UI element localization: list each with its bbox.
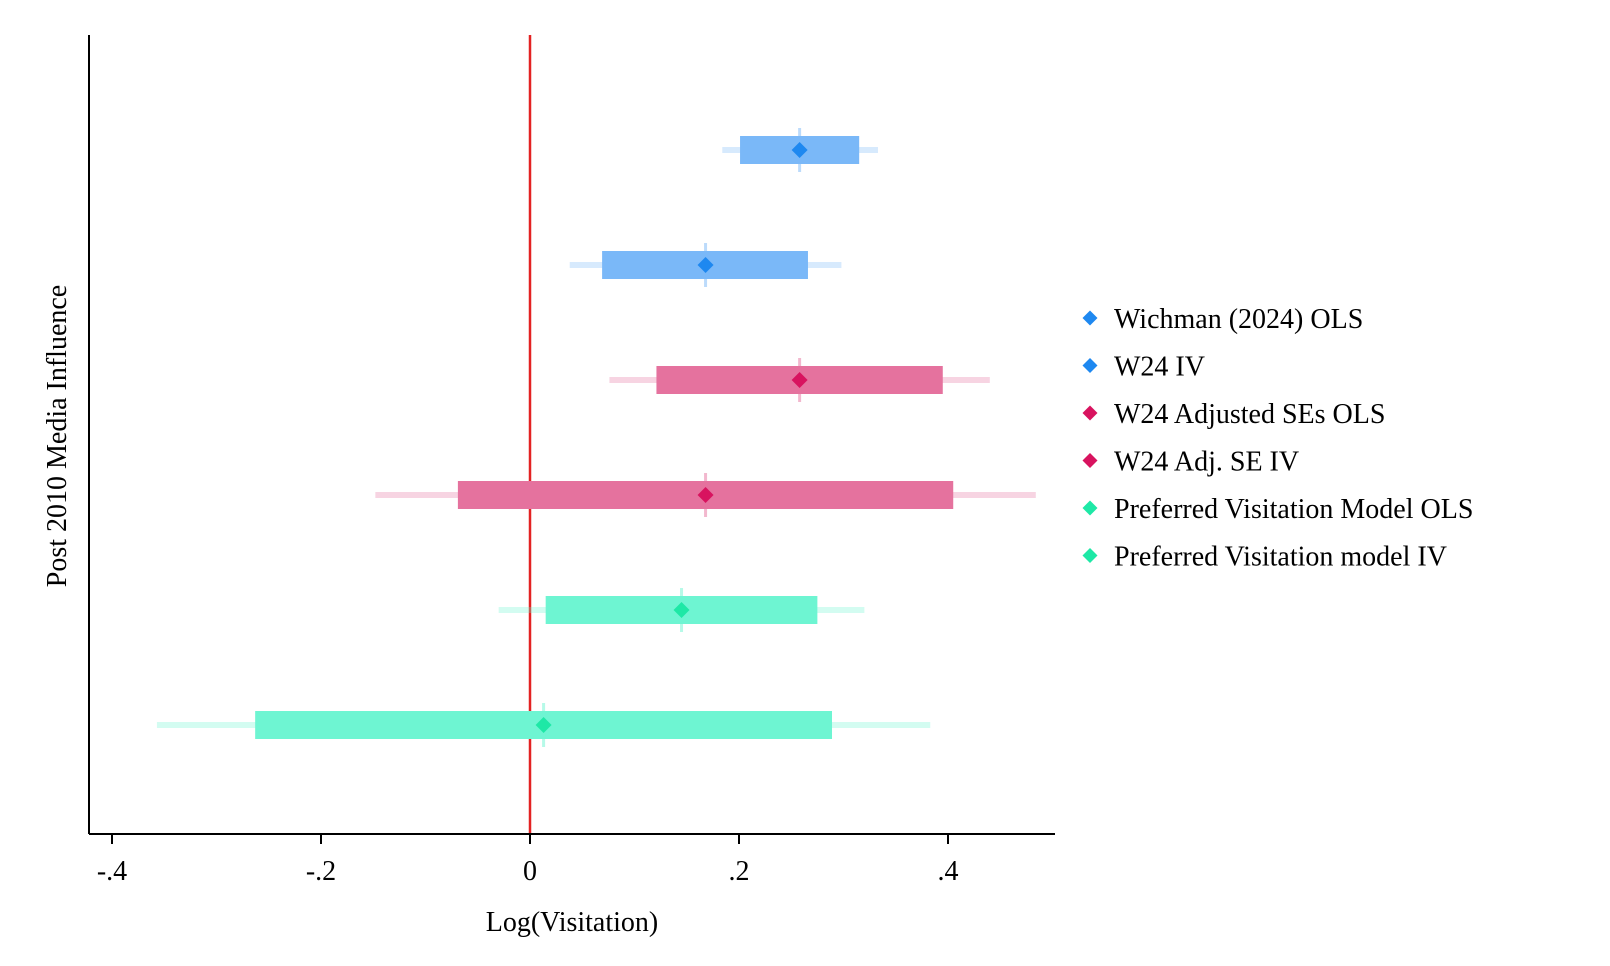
legend-item-4: W24 Adj. SE IV [1082, 447, 1299, 478]
legend-marker [1082, 453, 1098, 468]
legend-item-6: Preferred Visitation model IV [1082, 542, 1447, 573]
point-estimate-marker [697, 487, 714, 503]
x-tick-label: -.4 [97, 856, 127, 887]
legend-label: Preferred Visitation model IV [1114, 542, 1447, 573]
legend-item-3: W24 Adjusted SEs OLS [1082, 399, 1385, 430]
legend-marker [1082, 548, 1098, 563]
x-axis-ticks: -.4 -.2 0 .2 .4 [97, 834, 959, 887]
legend-marker [1082, 358, 1098, 373]
legend-marker [1082, 500, 1098, 516]
y-axis-title: Post 2010 Media Influence [42, 285, 73, 588]
legend-item-1: Wichman (2024) OLS [1082, 304, 1363, 335]
point-estimate-marker [697, 257, 714, 273]
series-row-5 [498, 588, 865, 632]
legend-item-2: W24 IV [1082, 352, 1205, 383]
legend-label: Preferred Visitation Model OLS [1114, 494, 1473, 525]
legend: Wichman (2024) OLS W24 IV W24 Adjusted SEs… [1082, 304, 1473, 573]
legend-label: Wichman (2024) OLS [1114, 304, 1363, 335]
x-tick-label: -.2 [306, 856, 336, 887]
point-estimate-marker [535, 717, 552, 733]
legend-label: W24 Adj. SE IV [1114, 447, 1299, 478]
point-estimate-marker [673, 602, 690, 618]
series-row-6 [156, 703, 931, 747]
point-estimate-marker [791, 142, 808, 158]
legend-label: W24 IV [1114, 352, 1205, 383]
plot-marks [156, 35, 1036, 834]
series-row-4 [375, 473, 1036, 517]
x-tick-label: 0 [523, 856, 537, 887]
x-axis-title: Log(Visitation) [486, 907, 659, 938]
x-tick-label: .2 [729, 856, 750, 887]
legend-item-5: Preferred Visitation Model OLS [1082, 494, 1473, 525]
x-tick-label: .4 [938, 856, 959, 887]
legend-marker [1082, 405, 1098, 421]
legend-label: W24 Adjusted SEs OLS [1114, 399, 1385, 430]
legend-marker [1082, 310, 1098, 326]
series-row-3 [609, 358, 990, 402]
series-row-1 [722, 128, 878, 172]
series-row-2 [569, 243, 842, 287]
point-estimate-marker [791, 372, 808, 388]
